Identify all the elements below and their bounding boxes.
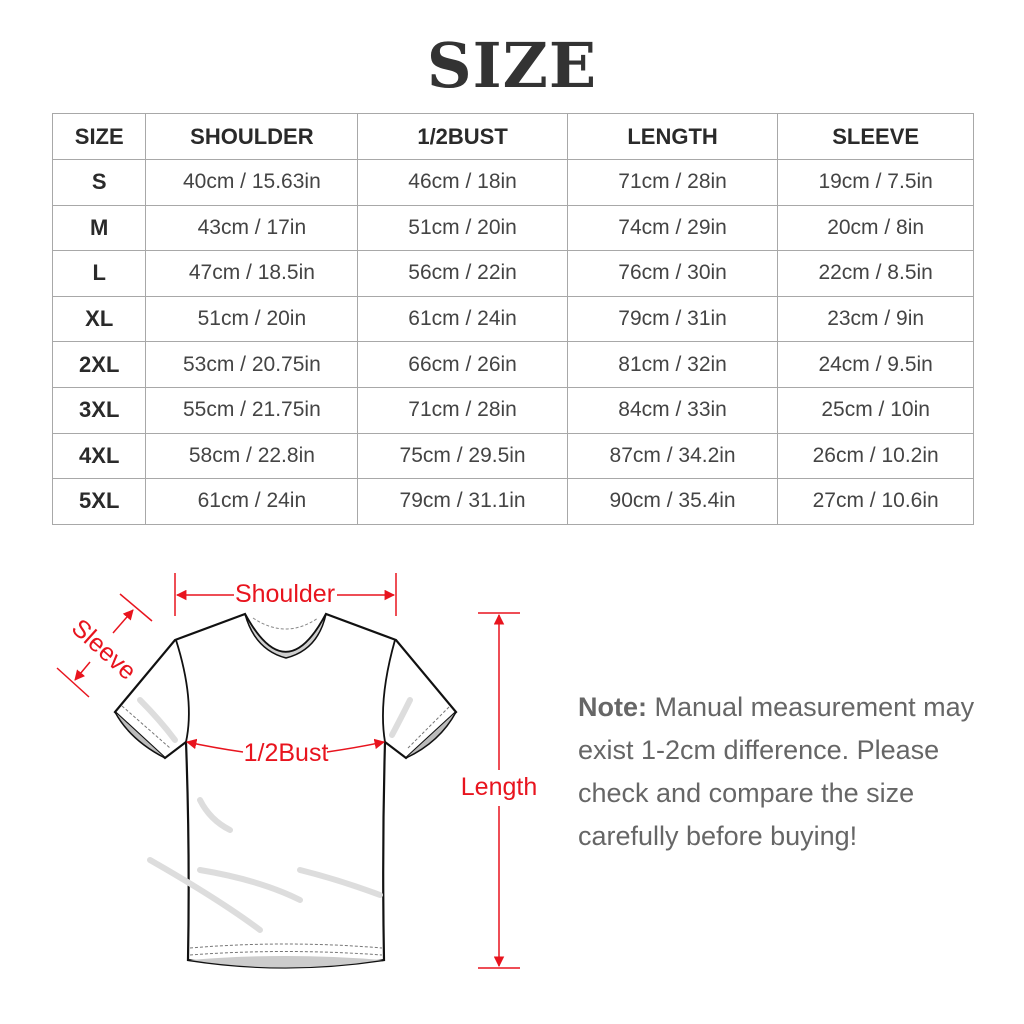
- table-row: L 47cm / 18.5in 56cm / 22in 76cm / 30in 22cm…: [51, 250, 974, 297]
- measurement-cell: 79cm / 31.1in: [357, 478, 568, 525]
- column-header: SHOULDER: [145, 113, 359, 160]
- size-cell: S: [51, 159, 147, 206]
- measurement-cell: 46cm / 18in: [357, 159, 568, 206]
- note-text: Note: Manual measurement may exist 1-2cm…: [578, 686, 998, 858]
- measurement-cell: 71cm / 28in: [357, 386, 568, 434]
- measurement-cell: 20cm / 8in: [777, 204, 974, 252]
- length-label: Length: [461, 773, 537, 801]
- measurement-cell: 81cm / 32in: [566, 341, 779, 388]
- measurement-cell: 22cm / 8.5in: [777, 250, 974, 297]
- measurement-cell: 87cm / 34.2in: [566, 432, 779, 480]
- size-table: SIZE SHOULDER 1/2BUST LENGTH SLEEVE S 40cm / …: [51, 113, 974, 525]
- measurement-cell: 27cm / 10.6in: [777, 478, 974, 525]
- size-cell: 3XL: [51, 386, 147, 434]
- column-header: SIZE: [51, 113, 147, 160]
- measurement-cell: 55cm / 21.75in: [145, 386, 359, 434]
- measurement-cell: 24cm / 9.5in: [777, 341, 974, 388]
- measurement-cell: 61cm / 24in: [145, 478, 359, 525]
- measurement-cell: 58cm / 22.8in: [145, 432, 359, 480]
- table-row: S 40cm / 15.63in 46cm / 18in 71cm / 28in 19c…: [51, 159, 974, 206]
- table-header-row: SIZE SHOULDER 1/2BUST LENGTH SLEEVE: [51, 113, 974, 160]
- shoulder-measure: Shoulder: [174, 573, 397, 616]
- measurement-cell: 23cm / 9in: [777, 295, 974, 343]
- note-body: Manual measurement may exist 1-2cm diffe…: [578, 692, 975, 851]
- bust-measure: 1/2Bust: [185, 738, 386, 767]
- measurement-cell: 40cm / 15.63in: [145, 159, 359, 206]
- shoulder-label: Shoulder: [235, 580, 335, 608]
- measurement-cell: 84cm / 33in: [566, 386, 779, 434]
- measurement-cell: 79cm / 31in: [566, 295, 779, 343]
- size-cell: M: [51, 204, 147, 252]
- tshirt-icon: [113, 612, 458, 969]
- measurement-cell: 76cm / 30in: [566, 250, 779, 297]
- measurement-cell: 19cm / 7.5in: [777, 159, 974, 206]
- table-row: 4XL 58cm / 22.8in 75cm / 29.5in 87cm / 34.2…: [51, 432, 974, 480]
- table-row: M 43cm / 17in 51cm / 20in 74cm / 29in 20cm /…: [51, 204, 974, 252]
- measurement-cell: 43cm / 17in: [145, 204, 359, 252]
- note-label: Note:: [578, 692, 647, 722]
- size-cell: 5XL: [51, 478, 147, 525]
- table-row: 5XL 61cm / 24in 79cm / 31.1in 90cm / 35.4in…: [51, 478, 974, 525]
- size-cell: 2XL: [51, 341, 147, 388]
- sleeve-measure: Sleeve: [56, 593, 153, 698]
- column-header: 1/2BUST: [357, 113, 568, 160]
- measurement-cell: 66cm / 26in: [357, 341, 568, 388]
- table-row: 3XL 55cm / 21.75in 71cm / 28in 84cm / 33in 2…: [51, 386, 974, 434]
- size-cell: XL: [51, 295, 147, 343]
- measurement-cell: 71cm / 28in: [566, 159, 779, 206]
- measurement-cell: 75cm / 29.5in: [357, 432, 568, 480]
- sleeve-label: Sleeve: [66, 614, 142, 686]
- measurement-cell: 47cm / 18.5in: [145, 250, 359, 297]
- measurement-cell: 25cm / 10in: [777, 386, 974, 434]
- page-title: SIZE: [426, 29, 598, 102]
- column-header: SLEEVE: [777, 113, 974, 160]
- measurement-cell: 90cm / 35.4in: [566, 478, 779, 525]
- length-measure: Length: [461, 612, 537, 969]
- measurement-cell: 51cm / 20in: [357, 204, 568, 252]
- table-row: 2XL 53cm / 20.75in 66cm / 26in 81cm / 32in 2…: [51, 341, 974, 388]
- bust-label: 1/2Bust: [244, 739, 329, 767]
- column-header: LENGTH: [566, 113, 779, 160]
- measurement-cell: 56cm / 22in: [357, 250, 568, 297]
- measurement-cell: 74cm / 29in: [566, 204, 779, 252]
